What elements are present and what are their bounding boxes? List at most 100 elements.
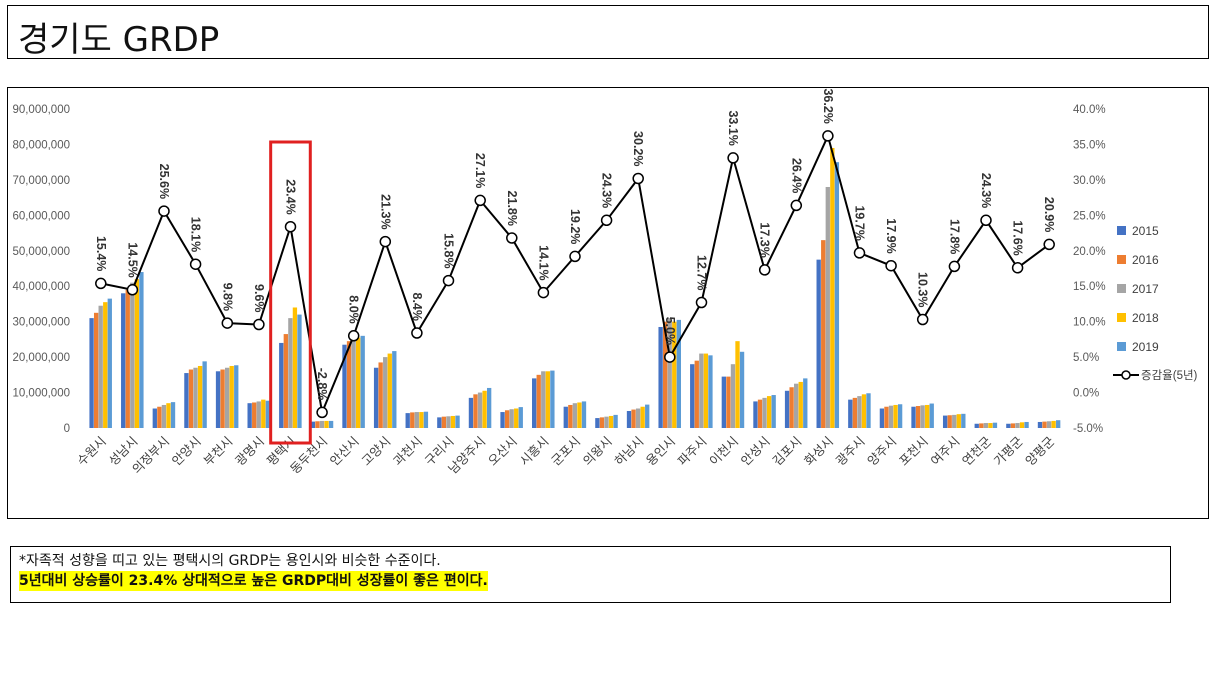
growth-rate-label: 19.7% bbox=[853, 205, 867, 240]
bar-2015 bbox=[279, 342, 284, 428]
growth-rate-point bbox=[948, 260, 961, 273]
bar-2016 bbox=[283, 334, 288, 428]
bar-2017 bbox=[224, 367, 230, 428]
bar-2015 bbox=[848, 399, 853, 428]
bar-2016 bbox=[315, 421, 320, 428]
bar-2018 bbox=[166, 403, 171, 428]
growth-rate-label: 21.3% bbox=[378, 194, 392, 229]
y-left-tick-label: 80,000,000 bbox=[12, 139, 70, 151]
bar-2018 bbox=[261, 399, 266, 428]
growth-rate-label: 17.9% bbox=[884, 218, 898, 253]
category-label: 파주시 bbox=[675, 434, 709, 468]
bar-2019 bbox=[297, 314, 302, 428]
bar-2016 bbox=[852, 397, 858, 428]
bar-2016 bbox=[378, 362, 383, 428]
bar-2017 bbox=[667, 318, 672, 428]
bar-2018 bbox=[103, 302, 108, 428]
growth-rate-label: 19.2% bbox=[568, 209, 582, 244]
bar-2017 bbox=[414, 412, 419, 428]
bar-2016 bbox=[346, 341, 352, 428]
bar-2015 bbox=[595, 418, 600, 428]
bar-2017 bbox=[699, 353, 704, 428]
y-left-tick-label: 90,000,000 bbox=[12, 104, 70, 116]
growth-rate-label: 26.4% bbox=[789, 158, 803, 193]
bar-2019 bbox=[423, 411, 429, 428]
note-line-2-highlighted: 5년대비 상승률이 23.4% 상대적으로 높은 GRDP대비 성장률이 좋은 … bbox=[19, 571, 488, 591]
legend-label-2018: 2018 bbox=[1132, 311, 1159, 325]
bar-2015 bbox=[1037, 421, 1043, 428]
bar-2017 bbox=[383, 357, 388, 428]
bar-2017 bbox=[319, 420, 325, 428]
bar-2019 bbox=[1024, 421, 1029, 428]
bar-2018 bbox=[735, 341, 740, 428]
legend-swatch-2017 bbox=[1117, 284, 1126, 293]
category-label: 시흥시 bbox=[517, 434, 551, 468]
legend-line-marker bbox=[1121, 370, 1131, 380]
legend-label-2017: 2017 bbox=[1132, 282, 1159, 296]
category-label: 광명시 bbox=[233, 434, 267, 468]
bar-2019 bbox=[550, 370, 555, 428]
bar-2019 bbox=[645, 404, 650, 428]
growth-rate-point bbox=[158, 205, 170, 217]
bar-2016 bbox=[631, 409, 636, 428]
growth-rate-point bbox=[221, 317, 234, 329]
bar-2017 bbox=[351, 339, 356, 428]
bar-2018 bbox=[893, 404, 898, 428]
bar-2016 bbox=[1010, 423, 1016, 428]
bar-2018 bbox=[861, 394, 867, 428]
bar-2018 bbox=[387, 353, 392, 428]
bar-2017 bbox=[604, 416, 609, 428]
growth-rate-label: 5.0% bbox=[663, 317, 677, 346]
growth-rate-label: 9.8% bbox=[220, 283, 234, 312]
bar-2016 bbox=[252, 402, 257, 428]
growth-rate-point bbox=[632, 172, 644, 185]
bar-2015 bbox=[658, 326, 663, 428]
bar-2018 bbox=[355, 337, 361, 428]
bar-2018 bbox=[514, 408, 519, 428]
growth-rate-label: 17.6% bbox=[1011, 220, 1025, 255]
growth-rate-point bbox=[411, 327, 423, 339]
bar-2018 bbox=[672, 321, 677, 428]
growth-rate-label: 30.2% bbox=[631, 131, 645, 166]
bar-2018 bbox=[703, 353, 709, 428]
growth-rate-label: 33.1% bbox=[726, 110, 740, 145]
category-label: 양주시 bbox=[865, 434, 899, 468]
growth-rate-label: 17.3% bbox=[758, 222, 772, 257]
bar-2016 bbox=[157, 406, 162, 428]
bar-2019 bbox=[676, 319, 681, 428]
y-left-tick-label: 50,000,000 bbox=[12, 246, 70, 258]
y-left-tick-label: 0 bbox=[64, 423, 70, 435]
growth-rate-point bbox=[916, 313, 929, 326]
bar-2015 bbox=[532, 378, 537, 428]
bar-2019 bbox=[360, 335, 365, 428]
growth-rate-label: 15.8% bbox=[442, 233, 456, 268]
bar-2018 bbox=[450, 415, 456, 428]
bar-2016 bbox=[726, 376, 731, 428]
growth-rate-label: 20.9% bbox=[1042, 197, 1056, 232]
category-label: 여주시 bbox=[928, 434, 962, 468]
growth-rate-label: 14.5% bbox=[125, 242, 139, 277]
bar-2019 bbox=[803, 378, 808, 428]
bar-2017 bbox=[635, 408, 641, 428]
legend-label-2015: 2015 bbox=[1132, 224, 1159, 238]
bar-2017 bbox=[983, 423, 989, 428]
note-line-1: *자족적 성향을 띠고 있는 평택시의 GRDP는 용인시와 비슷한 수준이다. bbox=[19, 553, 441, 569]
growth-rate-label: 24.3% bbox=[979, 173, 993, 208]
growth-rate-point bbox=[569, 250, 581, 263]
bar-2016 bbox=[663, 321, 668, 428]
bar-2016 bbox=[979, 423, 984, 428]
grdp-chart: 0 10,000,000 20,000,000 30,000,000 40,000,00… bbox=[12, 88, 1197, 476]
bar-2015 bbox=[405, 413, 410, 428]
growth-rate-label: 8.0% bbox=[347, 295, 361, 324]
bar-2018 bbox=[197, 365, 203, 428]
growth-rate-point bbox=[980, 214, 992, 227]
growth-rate-point bbox=[664, 351, 676, 363]
bar-2017 bbox=[920, 405, 925, 428]
y-right-tick-label: 5.0% bbox=[1073, 352, 1099, 364]
growth-rate-point bbox=[1011, 262, 1024, 274]
category-label: 의왕시 bbox=[580, 434, 614, 468]
bar-2016 bbox=[599, 417, 605, 428]
y-right-tick-label: 15.0% bbox=[1073, 281, 1106, 293]
bar-2016 bbox=[473, 394, 478, 428]
y-right-tick-label: 10.0% bbox=[1073, 317, 1106, 329]
